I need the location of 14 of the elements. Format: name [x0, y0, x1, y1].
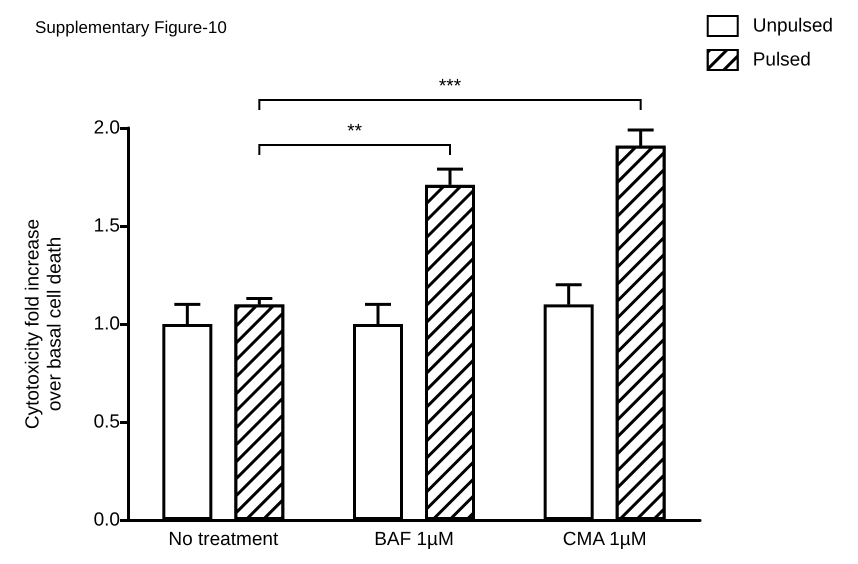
y-tick-label: 1.0 [94, 314, 120, 334]
y-tick-label: 0.5 [94, 412, 120, 432]
chart-title: Supplementary Figure-10 [35, 18, 227, 37]
y-tick-label: 0.0 [94, 510, 120, 530]
annotation: ** [347, 121, 363, 142]
text: *** [438, 76, 462, 97]
legend-label: Unpulsed [752, 16, 834, 36]
y-tick-label: 1.5 [94, 216, 120, 236]
y-axis-title: Cytotoxicity fold increase over basal cell death [22, 218, 66, 430]
x-tick-label: No treatment [168, 529, 279, 550]
y-tick-label: 2.0 [94, 118, 120, 138]
legend-label: Pulsed [752, 50, 811, 70]
x-tick-label: CMA 1µM [562, 529, 647, 550]
x-tick-label: BAF 1µM [374, 529, 454, 550]
